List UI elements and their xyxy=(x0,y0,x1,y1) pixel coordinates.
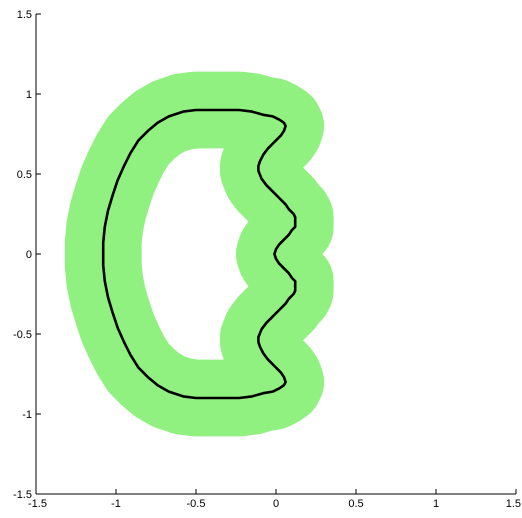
x-tick-label: -1 xyxy=(111,498,121,510)
x-tick-label: -0.5 xyxy=(187,498,206,510)
x-ticks: -1.5 -1 -0.5 0 0.5 1 1.5 xyxy=(28,489,521,510)
y-tick-label: 0.5 xyxy=(17,169,32,181)
y-tick-label: -0.5 xyxy=(13,329,32,341)
x-tick-label: 1.5 xyxy=(506,498,521,510)
y-tick-label: -1 xyxy=(22,409,32,421)
curve-line xyxy=(101,108,297,400)
y-tick-label: -1.5 xyxy=(13,489,32,501)
x-tick-label: 1 xyxy=(433,498,439,510)
y-tick-label: 0 xyxy=(26,249,32,261)
y-tick-label: 1 xyxy=(26,89,32,101)
x-tick-label: 0 xyxy=(273,498,279,510)
x-tick-label: -1.5 xyxy=(28,498,47,510)
green-band xyxy=(64,71,334,437)
x-tick-label: 0.5 xyxy=(348,498,363,510)
y-tick-label: 1.5 xyxy=(17,9,32,21)
y-ticks: -1.5 -1 -0.5 0 0.5 1 1.5 xyxy=(13,9,41,501)
